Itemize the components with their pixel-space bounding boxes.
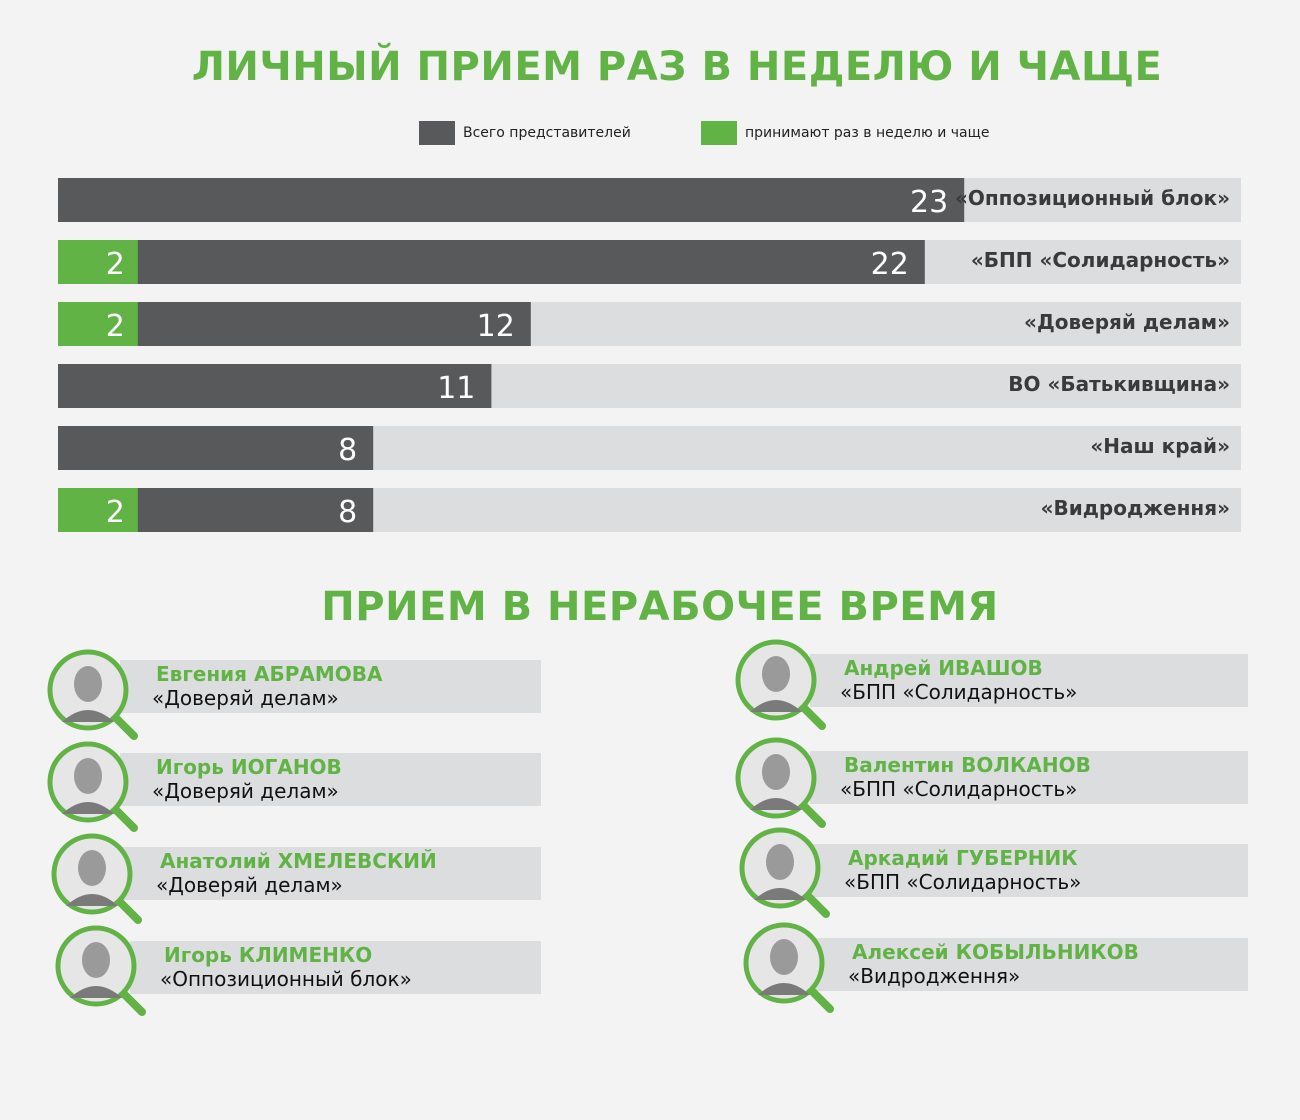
person-party: «Доверяй делам» [152, 686, 339, 710]
person-party: «Оппозиционный блок» [160, 967, 412, 991]
legend-swatch-weekly [701, 121, 737, 145]
person-name: Игорь ИОГАНОВ [156, 755, 342, 779]
bar-weekly-label: 2 [106, 309, 125, 344]
person-party: «Видродження» [848, 964, 1021, 988]
person-card: Валентин ВОЛКАНОВ «БПП «Солидарность» [0, 737, 1300, 828]
person-name: Валентин ВОЛКАНОВ [844, 753, 1091, 777]
bar-total-label: 22 [871, 247, 909, 282]
magnifier-avatar-icon [743, 922, 834, 1013]
person-name: Аркадий ГУБЕРНИК [848, 846, 1078, 870]
person-name: Евгения АБРАМОВА [156, 662, 383, 686]
person-party: «Доверяй делам» [156, 873, 343, 897]
bar-total-label: 8 [338, 495, 357, 530]
person-party: «Доверяй делам» [152, 779, 339, 803]
legend-item-weekly: принимают раз в неделю и чаще [701, 121, 989, 145]
section-title: ПРИЕМ В НЕРАБОЧЕЕ ВРЕМЯ [321, 584, 999, 630]
magnifier-avatar-icon [47, 741, 138, 832]
card-background [810, 654, 1248, 707]
person-name: Алексей КОБЫЛЬНИКОВ [852, 940, 1139, 964]
magnifier-avatar-icon [739, 827, 830, 918]
card-background [130, 941, 541, 994]
person-name: Игорь КЛИМЕНКО [164, 943, 373, 967]
legend-item-total: Всего представителей [419, 121, 631, 145]
bar-weekly [58, 302, 138, 346]
category-label: «БПП «Солидарность» [971, 248, 1230, 272]
card-background [810, 751, 1248, 804]
legend-label-total: Всего представителей [463, 125, 631, 141]
person-card: Алексей КОБЫЛЬНИКОВ «Видродження» [0, 922, 1300, 1013]
person-party: «БПП «Солидарность» [844, 870, 1082, 894]
bar-total [58, 240, 925, 284]
person-card: Анатолий ХМЕЛЕВСКИЙ «Доверяй делам» [0, 833, 1300, 924]
legend-label-weekly: принимают раз в неделю и чаще [745, 125, 990, 141]
person-party: «БПП «Солидарность» [840, 777, 1078, 801]
bar-weekly-label: 2 [106, 247, 125, 282]
category-label: ВО «Батькивщина» [1008, 372, 1230, 396]
card-background [816, 938, 1248, 991]
bar-total-label: 23 [910, 185, 948, 220]
magnifier-avatar-icon [51, 833, 142, 924]
category-label: «Наш край» [1090, 434, 1230, 458]
category-label: «Доверяй делам» [1024, 310, 1230, 334]
bar-total-label: 11 [437, 371, 475, 406]
chart-title: ЛИЧНЫЙ ПРИЕМ РАЗ В НЕДЕЛЮ И ЧАЩЕ [191, 44, 1163, 90]
person-party: «БПП «Солидарность» [840, 680, 1078, 704]
person-card: Игорь ИОГАНОВ «Доверяй делам» [0, 741, 1300, 832]
person-card: Евгения АБРАМОВА «Доверяй делам» [0, 649, 1300, 740]
bar-total [58, 426, 374, 470]
bar-total-label: 8 [338, 433, 357, 468]
bar-weekly [58, 488, 138, 532]
person-name: Анатолий ХМЕЛЕВСКИЙ [160, 849, 437, 873]
bar-weekly [58, 240, 138, 284]
bar-weekly-label: 2 [106, 495, 125, 530]
person-card: Андрей ИВАШОВ «БПП «Солидарность» [0, 639, 1300, 730]
card-background [810, 844, 1248, 897]
category-label: «Оппозиционный блок» [955, 186, 1230, 210]
magnifier-avatar-icon [47, 649, 138, 740]
person-card: Игорь КЛИМЕНКО «Оппозиционный блок» [0, 925, 1300, 1016]
person-name: Андрей ИВАШОВ [844, 656, 1043, 680]
magnifier-avatar-icon [735, 639, 826, 730]
bar-total [58, 178, 965, 222]
bar-chart: 23 «Оппозиционный блок»222 «БПП «Солидарно… [58, 178, 1241, 532]
bar-total-label: 12 [477, 309, 515, 344]
card-background [120, 847, 541, 900]
magnifier-avatar-icon [55, 925, 146, 1016]
card-background [120, 753, 541, 806]
person-card: Аркадий ГУБЕРНИК «БПП «Солидарность» [0, 827, 1300, 918]
magnifier-avatar-icon [735, 737, 826, 828]
bar-total [58, 364, 492, 408]
legend-swatch-total [419, 121, 455, 145]
category-label: «Видродження» [1041, 496, 1230, 520]
card-background [120, 660, 541, 713]
